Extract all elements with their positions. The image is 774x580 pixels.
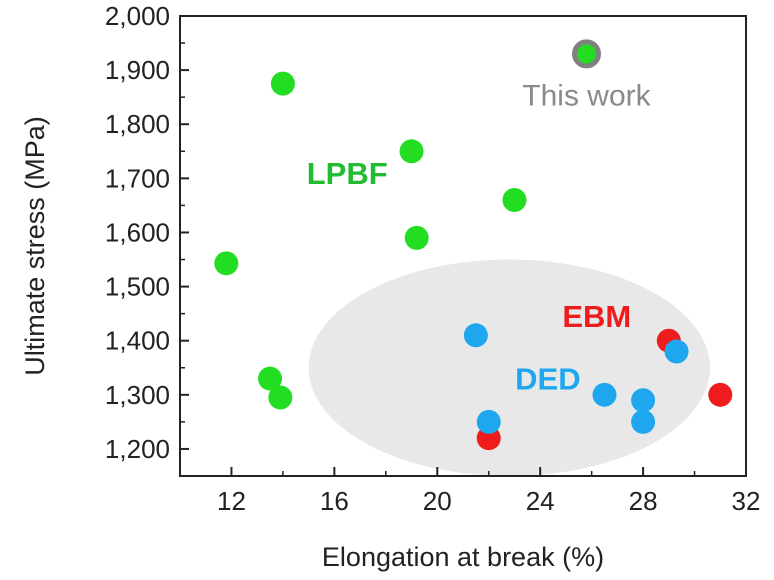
x-tick-label: 12 — [217, 486, 246, 516]
ded-point — [631, 388, 656, 413]
y-tick-label: 1,700 — [105, 163, 170, 193]
lpbf-point — [399, 139, 424, 164]
y-tick-label: 1,500 — [105, 272, 170, 302]
y-axis-label: Ultimate stress (MPa) — [20, 116, 50, 376]
y-tick-label: 1,200 — [105, 434, 170, 464]
x-axis-label: Elongation at break (%) — [322, 542, 604, 572]
x-tick-label: 32 — [732, 486, 761, 516]
axis-ticks: 12 16 20 24 28 32 1,200 1,300 1,400 1,500 1,600 1,7… — [105, 1, 761, 516]
lpbf-point — [214, 251, 239, 276]
ebm-point — [708, 382, 733, 407]
y-tick-label: 1,900 — [105, 55, 170, 85]
shaded-region — [308, 259, 710, 476]
lpbf-label: LPBF — [307, 156, 388, 191]
ded-point — [463, 323, 488, 348]
lpbf-point — [258, 366, 283, 391]
x-tick-label: 24 — [526, 486, 555, 516]
x-tick-label: 28 — [629, 486, 658, 516]
y-tick-label: 1,300 — [105, 380, 170, 410]
ded-label: DED — [515, 361, 580, 396]
lpbf-point — [404, 225, 429, 250]
y-tick-label: 2,000 — [105, 1, 170, 31]
ded-point — [476, 409, 501, 434]
y-tick-label: 1,800 — [105, 109, 170, 139]
ded-point — [592, 382, 617, 407]
this-work-label: This work — [522, 79, 651, 112]
ded-point — [631, 409, 656, 434]
data-points — [214, 39, 733, 451]
y-tick-label: 1,600 — [105, 217, 170, 247]
lpbf-point — [502, 188, 527, 212]
y-tick-label: 1,400 — [105, 326, 170, 356]
lpbf-point — [268, 385, 293, 410]
ded-point — [664, 339, 689, 364]
x-tick-label: 16 — [320, 486, 349, 516]
x-tick-label: 20 — [423, 486, 452, 516]
ebm-label: EBM — [562, 299, 631, 334]
lpbf-point — [270, 71, 295, 96]
plot-frame — [179, 15, 747, 477]
this-work-point — [571, 39, 601, 69]
